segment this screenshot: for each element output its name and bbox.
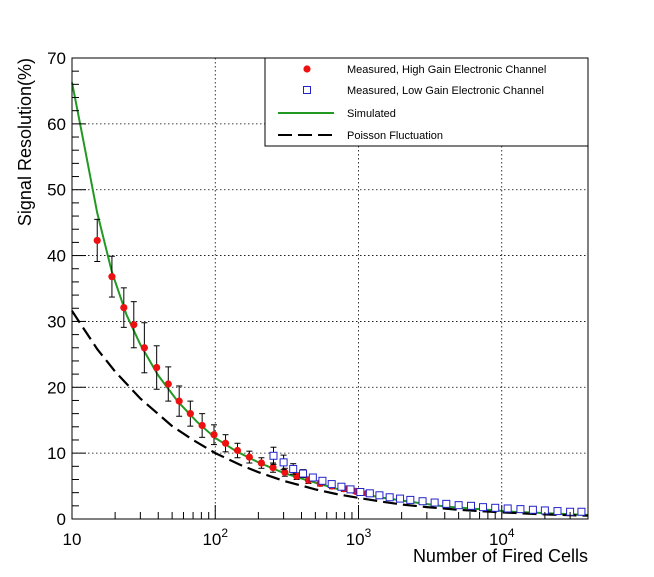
low-gain-point (528, 505, 537, 514)
y-tick-label: 70 (47, 49, 66, 68)
high-gain-point (245, 453, 253, 461)
low-gain-point (308, 473, 317, 482)
legend: Measured, High Gain Electronic Channel Me… (264, 57, 589, 147)
legend-label: Simulated (347, 108, 396, 120)
y-tick-label: 50 (47, 181, 66, 200)
low-gain-point (279, 458, 288, 467)
low-gain-point (479, 503, 488, 512)
low-gain-point (454, 501, 463, 510)
legend-label: Poisson Fluctuation (347, 130, 443, 142)
y-tick-label: 60 (47, 115, 66, 134)
low-gain-point (356, 487, 365, 496)
high-gain-point (233, 446, 242, 455)
low-gain-point (269, 451, 278, 460)
high-gain-point (108, 273, 116, 281)
high-gain-point (175, 397, 183, 405)
legend-box (264, 57, 589, 147)
high-gain-point (120, 303, 128, 312)
low-gain-point (442, 499, 451, 508)
y-tick-label: 20 (47, 378, 66, 397)
low-gain-point (299, 469, 308, 478)
x-axis-title: Number of Fired Cells (413, 546, 588, 566)
low-gain-point (327, 480, 336, 489)
high-gain-point (164, 380, 172, 388)
plot-series (71, 82, 589, 517)
low-gain-point (467, 501, 476, 510)
high-gain-point (210, 431, 218, 439)
low-gain-point (516, 505, 525, 514)
low-gain-point (491, 503, 500, 512)
low-gain-point (337, 482, 346, 491)
x-tick-label: 103 (346, 526, 372, 549)
low-gain-point (503, 504, 512, 513)
high-gain-point (140, 344, 148, 352)
high-gain-point (186, 410, 194, 418)
legend-swatch-low-gain (303, 86, 311, 94)
y-tick-label: 30 (47, 312, 66, 331)
low-gain-point (396, 494, 405, 503)
y-tick-label: 40 (47, 247, 66, 266)
low-gain-point (553, 507, 562, 516)
low-gain-point (577, 507, 586, 516)
legend-label: Measured, Low Gain Electronic Channel (347, 85, 544, 97)
x-tick-label: 10 (63, 530, 82, 549)
y-tick-label: 10 (47, 444, 66, 463)
low-gain-point (418, 497, 427, 506)
low-gain-point (318, 476, 327, 485)
y-axis-title: Signal Resolution(%) (15, 58, 35, 226)
high-gain-point (257, 459, 266, 467)
high-gain-point (93, 236, 101, 245)
x-tick-label: 104 (489, 526, 515, 549)
low-gain-point (430, 498, 439, 507)
high-gain-point (281, 468, 289, 476)
low-gain-point (365, 489, 374, 498)
x-tick-label: 102 (202, 526, 228, 549)
high-gain-point (269, 464, 277, 472)
low-gain-point (406, 495, 415, 504)
low-gain-point (346, 485, 355, 494)
low-gain-point (385, 493, 394, 502)
y-tick-label: 0 (57, 510, 66, 529)
legend-swatch-high-gain (303, 65, 311, 73)
high-gain-point (153, 363, 161, 372)
poisson-curve (71, 310, 589, 517)
low-gain-point (289, 464, 298, 473)
high-gain-point (198, 421, 206, 430)
high-gain-point (221, 439, 230, 447)
high-gain-point (130, 321, 138, 329)
low-gain-point (375, 491, 384, 500)
legend-label: Measured, High Gain Electronic Channel (347, 64, 546, 76)
